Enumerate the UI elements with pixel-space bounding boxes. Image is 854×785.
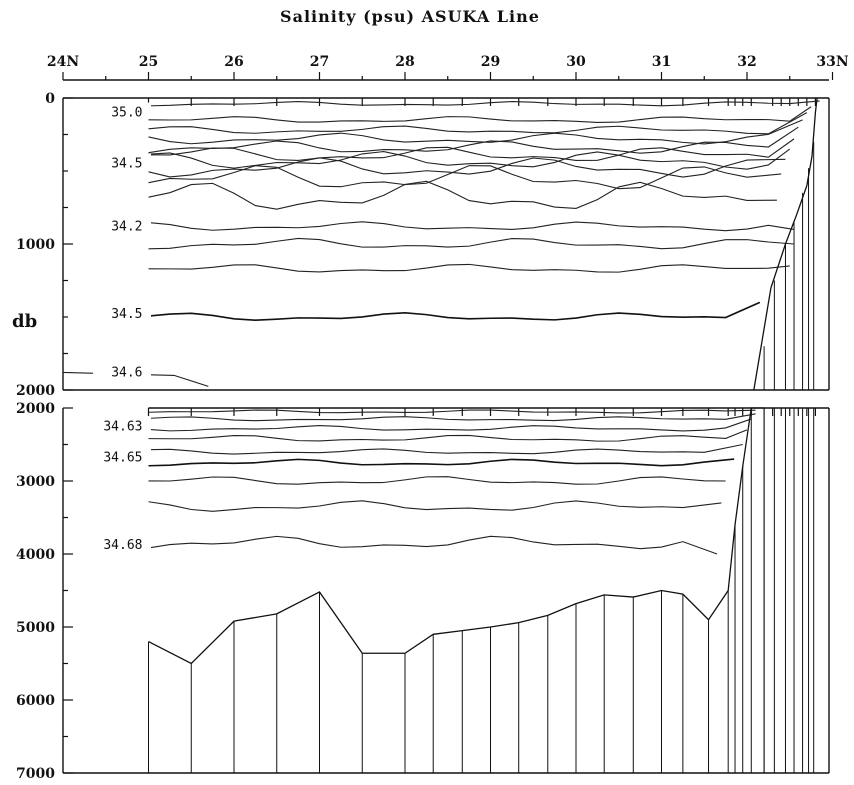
depth-tick-label: 6000 — [16, 693, 55, 709]
contour-label: 35.0 — [111, 106, 142, 121]
depth-tick-label: 3000 — [16, 474, 55, 490]
salinity-contour — [148, 119, 803, 145]
contour-label: 34.63 — [103, 419, 142, 434]
salinity-contour — [148, 476, 726, 485]
latitude-tick-label: 29 — [481, 54, 500, 70]
salinity-contour — [148, 418, 752, 432]
contour-label-backdrop — [93, 447, 151, 463]
salinity-contour — [148, 429, 748, 442]
salinity-contour — [148, 413, 756, 422]
contour-label: 34.2 — [111, 219, 142, 234]
latitude-tick-label: 26 — [224, 54, 243, 70]
depth-tick-label: 2000 — [16, 401, 55, 417]
salinity-contour — [148, 409, 756, 414]
salinity-contour — [148, 535, 718, 555]
latitude-tick-label: 30 — [566, 54, 586, 70]
contour-label: 34.5 — [111, 307, 142, 322]
latitude-tick-label: 28 — [395, 54, 414, 70]
depth-tick-label: 4000 — [16, 547, 55, 563]
contour-label-backdrop — [93, 535, 151, 551]
depth-tick-label: 5000 — [16, 620, 55, 636]
station-lines-group — [148, 141, 815, 773]
salinity-contour — [148, 443, 743, 455]
salinity-contour — [148, 237, 795, 250]
salinity-contour — [148, 221, 795, 232]
salinity-contour — [148, 165, 782, 190]
latitude-tick-label: 24N — [47, 54, 79, 70]
latitude-tick-label: 32 — [737, 54, 756, 70]
contour-label-backdrop — [93, 153, 151, 169]
latitude-tick-label: 25 — [139, 54, 158, 70]
salinity-contour — [148, 458, 735, 467]
contour-label-backdrop — [93, 216, 151, 232]
contour-label: 34.5 — [111, 157, 142, 172]
contour-label-backdrop — [93, 102, 151, 118]
depth-tick-label: 0 — [45, 91, 55, 107]
contour-label: 34.6 — [111, 365, 142, 380]
seafloor-profile — [148, 407, 765, 665]
y-axis-unit-label: db — [12, 311, 37, 332]
contour-labels-group: 35.0 34.5 34.2 34.5 34.6 34.63 34.65 34.68 — [93, 102, 151, 553]
salinity-contour — [148, 112, 808, 135]
bottom-topography-group — [148, 97, 818, 665]
chart-title: Salinity (psu) ASUKA Line — [280, 7, 540, 26]
salinity-contour — [148, 157, 786, 178]
salinity-contour — [148, 126, 799, 154]
contour-label-backdrop — [93, 416, 151, 432]
latitude-tick-label: 31 — [652, 54, 671, 70]
contour-label-backdrop — [93, 304, 151, 320]
salinity-contour — [148, 263, 790, 273]
contour-lines-group — [62, 100, 820, 555]
salinity-contour — [148, 500, 722, 512]
latitude-tick-label: 27 — [310, 54, 329, 70]
contour-label-backdrop — [93, 362, 151, 378]
axes-group: 24N 25 26 27 28 29 30 31 32 33N 0 1000 2000 2000 3000 4… — [16, 54, 849, 782]
salinity-contour — [148, 138, 795, 162]
contour-label: 34.65 — [103, 451, 142, 466]
salinity-contour — [148, 100, 820, 107]
depth-tick-label: 1000 — [16, 237, 55, 253]
contour-label: 34.68 — [103, 538, 142, 553]
depth-tick-label: 7000 — [16, 766, 55, 782]
salinity-contour — [148, 180, 777, 210]
salinity-contour — [148, 301, 761, 321]
depth-tick-label: 2000 — [16, 383, 55, 399]
salinity-contour — [148, 106, 812, 124]
latitude-tick-label: 33N — [816, 54, 848, 70]
continental-slope — [753, 97, 818, 391]
